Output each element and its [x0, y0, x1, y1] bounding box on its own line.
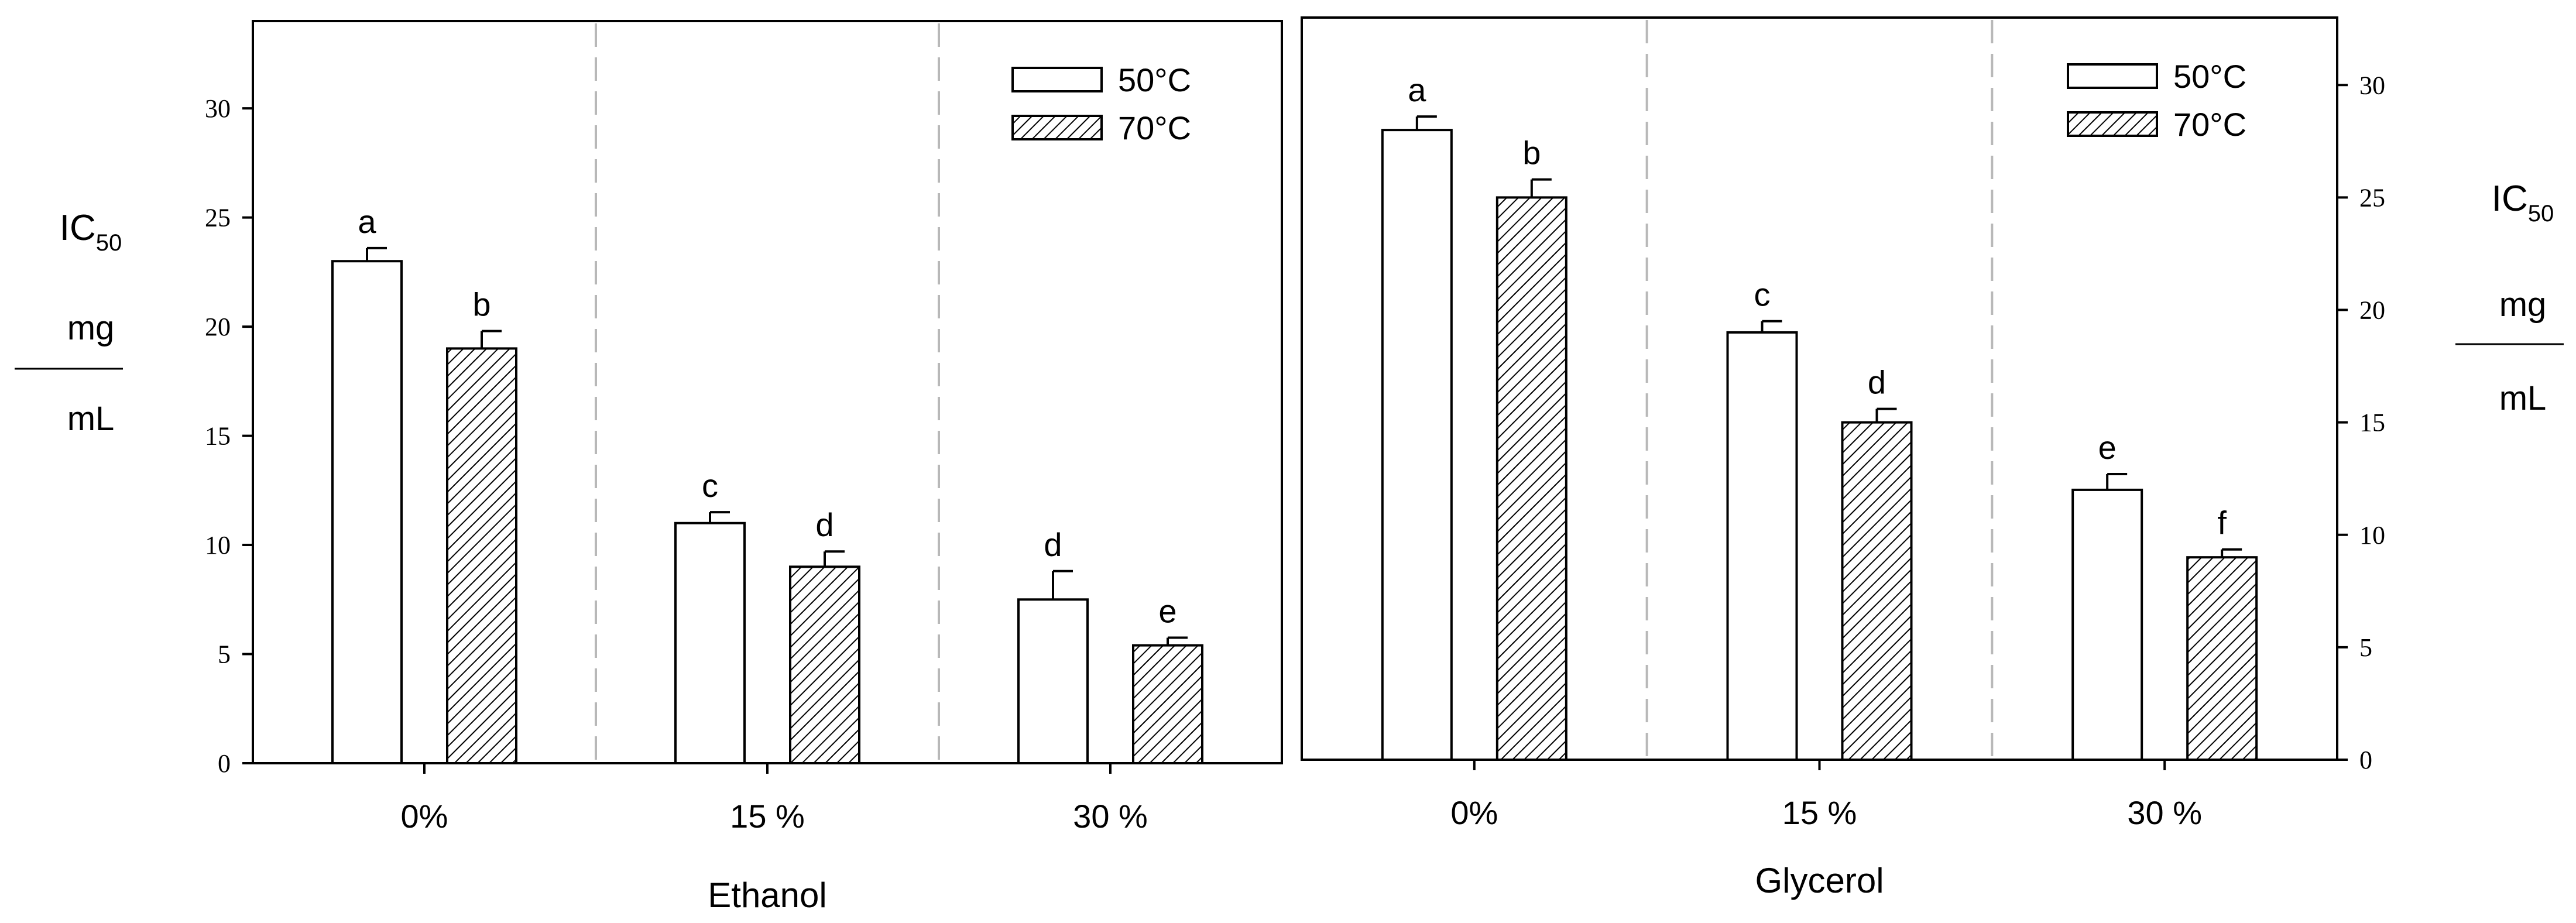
bar-70°C-30 % — [1132, 644, 1203, 765]
y-axis-label-denominator: mL — [67, 400, 115, 438]
y-tick-label: 15 — [205, 422, 231, 451]
y-tick-label: 5 — [218, 640, 231, 669]
significance-letter: c — [1754, 276, 1771, 313]
bar-50°C-15 % — [1726, 331, 1798, 761]
legend-swatch — [1011, 115, 1103, 140]
significance-letter: a — [358, 203, 376, 240]
legend-swatch — [1011, 67, 1103, 92]
y-tick-label: 10 — [205, 531, 231, 560]
y-tick-label: 30 — [2359, 71, 2385, 99]
y-tick-label: 5 — [2359, 633, 2372, 662]
significance-letter: b — [1522, 135, 1541, 171]
x-category-label: 15 % — [1782, 794, 1857, 831]
significance-letter: d — [1044, 526, 1062, 563]
panel-glycerol: 0 5 10 15 20 25 30 0% a b 15 % c d 30 % e f 50°C 70°C IC50… — [1301, 16, 2564, 900]
x-category-label: 15 % — [730, 798, 805, 835]
significance-letter: c — [702, 467, 718, 504]
significance-letter: d — [1868, 364, 1886, 401]
chart-panels: 0 5 10 15 20 25 30 0% a b 15 % c d 30 % d e 50°C 70°C IC50… — [15, 16, 2564, 915]
legend-label: 50°C — [1118, 61, 1191, 98]
y-axis-label-numerator: mg — [67, 309, 115, 347]
y-axis-label-main: IC50 — [2492, 179, 2554, 227]
bar-50°C-30 % — [2071, 488, 2143, 761]
x-axis-label: Glycerol — [1755, 861, 1884, 900]
y-tick-label: 10 — [2359, 521, 2385, 550]
y-tick-label: 30 — [205, 94, 231, 123]
significance-letter: e — [1158, 593, 1176, 630]
y-tick-label: 0 — [218, 749, 231, 778]
y-tick-label: 25 — [205, 204, 231, 232]
y-tick-label: 15 — [2359, 409, 2385, 437]
legend-label: 70°C — [2173, 106, 2246, 143]
bar-50°C-15 % — [674, 521, 746, 764]
bar-50°C-30 % — [1017, 598, 1089, 764]
y-tick-label: 20 — [205, 313, 231, 341]
y-axis-label-main: IC50 — [60, 208, 122, 256]
bar-50°C-0% — [1381, 129, 1453, 761]
bar-70°C-30 % — [2186, 556, 2258, 761]
x-category-label: 0% — [1450, 794, 1498, 831]
bar-70°C-0% — [1495, 196, 1567, 761]
significance-letter: a — [1408, 71, 1426, 108]
y-tick-label: 25 — [2359, 183, 2385, 212]
y-tick-label: 0 — [2359, 746, 2372, 774]
x-axis-label: Ethanol — [708, 876, 827, 915]
legend-swatch — [2067, 111, 2158, 137]
bar-70°C-0% — [446, 347, 517, 764]
bar-70°C-15 % — [1841, 421, 1913, 761]
y-tick-label: 20 — [2359, 296, 2385, 325]
legend-label: 50°C — [2173, 58, 2246, 95]
significance-letter: e — [2098, 429, 2117, 466]
x-category-label: 0% — [401, 798, 448, 835]
y-axis-label-numerator: mg — [2499, 286, 2547, 324]
x-category-label: 30 % — [2127, 794, 2202, 831]
x-category-label: 30 % — [1073, 798, 1148, 835]
bar-50°C-0% — [331, 260, 403, 764]
bar-70°C-15 % — [789, 565, 860, 765]
significance-letter: d — [815, 506, 833, 543]
significance-letter: f — [2217, 505, 2227, 541]
y-axis-label-denominator: mL — [2499, 379, 2547, 417]
significance-letter: b — [472, 286, 490, 323]
legend-swatch — [2067, 63, 2158, 89]
panel-ethanol: 0 5 10 15 20 25 30 0% a b 15 % c d 30 % d e 50°C 70°C IC50… — [15, 20, 1283, 915]
legend-label: 70°C — [1118, 109, 1191, 146]
